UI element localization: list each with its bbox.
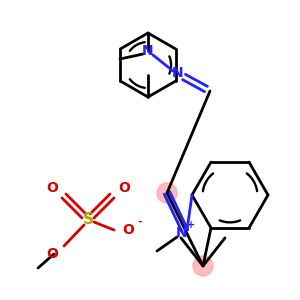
Text: O: O [46, 181, 58, 195]
Text: S: S [82, 212, 94, 227]
Text: N: N [176, 226, 188, 240]
Text: +: + [187, 220, 195, 230]
Circle shape [157, 183, 177, 203]
Text: N: N [142, 44, 154, 58]
Text: O: O [118, 181, 130, 195]
Text: O: O [122, 223, 134, 237]
Text: N: N [172, 66, 184, 80]
Text: -: - [138, 217, 142, 227]
Circle shape [193, 256, 213, 276]
Text: O: O [46, 247, 58, 261]
